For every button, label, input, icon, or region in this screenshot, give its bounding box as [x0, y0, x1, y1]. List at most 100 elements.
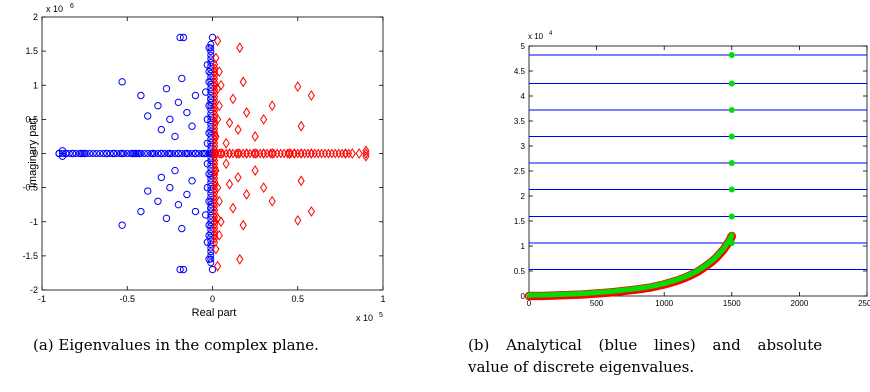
- chart-a-point-blue: [174, 149, 183, 158]
- chart-a-point-blue: [203, 183, 212, 192]
- chart-a-point-red: [307, 148, 315, 159]
- chart-a-point-blue: [188, 177, 196, 185]
- chart-a-point-red: [294, 214, 302, 226]
- chart-b-point-green: [728, 160, 735, 166]
- chart-a-point-blue: [166, 149, 174, 158]
- chart-a-point-blue: [205, 255, 213, 263]
- chart-a-point-red: [297, 175, 305, 187]
- chart-a-point-blue: [207, 251, 215, 259]
- chart-a-point-blue: [157, 149, 166, 158]
- chart-a-point-red: [268, 195, 276, 207]
- chart-b-y-tick-label: 4: [521, 92, 526, 101]
- chart-b-plot-frame: [528, 45, 868, 297]
- chart-a-point-blue: [203, 139, 212, 147]
- chart-a-point-blue: [205, 231, 213, 240]
- chart-a-point-red: [251, 148, 259, 159]
- chart-a-point-red: [225, 178, 234, 190]
- chart-a-point-red: [341, 148, 350, 159]
- chart-a-point-blue: [89, 150, 97, 157]
- chart-a-point-blue: [77, 149, 85, 158]
- chart-a-y-tick-label: 1.5: [25, 46, 38, 56]
- chart-a-point-red: [307, 90, 315, 101]
- chart-a-point-blue: [144, 150, 152, 157]
- chart-a-point-blue: [205, 197, 213, 205]
- chart-a-point-red: [239, 219, 247, 231]
- chart-a-point-blue: [183, 149, 191, 158]
- chart-a-x-tick-label: -1: [38, 294, 46, 304]
- chart-a-point-blue: [140, 150, 148, 157]
- chart-b-point-green: [728, 186, 735, 193]
- caption-b-line2: value of discrete eigenvalues.: [468, 358, 695, 376]
- chart-b-y-scale-exponent: 4: [549, 31, 553, 37]
- chart-a-point-blue: [191, 149, 200, 158]
- chart-a-point-blue: [154, 150, 162, 157]
- chart-a-point-red: [217, 79, 225, 91]
- chart-a-point-blue: [174, 98, 183, 107]
- chart-a-point-blue: [118, 149, 126, 158]
- chart-a-point-red: [294, 81, 302, 93]
- chart-b-x-tick-label: 0: [527, 299, 532, 308]
- chart-a-point-blue: [207, 48, 215, 56]
- chart-a-point-red: [297, 120, 305, 132]
- chart-a-point-red: [268, 100, 276, 112]
- chart-a-x-axis-label: Real part: [192, 307, 237, 319]
- chart-a-point-blue: [178, 74, 186, 83]
- chart-b-y-tick-label: 2: [521, 192, 526, 201]
- chart-a-x-tick-label: -0.5: [119, 294, 135, 304]
- chart-b-y-tick-label: 4.5: [514, 67, 526, 76]
- chart-a-y-tick-label: 2: [33, 12, 38, 22]
- chart-a-point-red: [225, 148, 234, 159]
- chart-a-point-blue: [118, 78, 126, 86]
- chart-a-point-red: [217, 148, 225, 159]
- chart-a-point-blue: [176, 33, 184, 42]
- chart-a-point-red: [222, 158, 230, 170]
- chart-b-y-tick-label: 0: [521, 292, 526, 301]
- chart-a-point-blue: [205, 78, 213, 86]
- chart-a-point-red: [260, 182, 268, 194]
- caption-b-line1: (b) Analytical (blue lines) and absolute: [468, 336, 823, 354]
- chart-a-point-blue: [205, 170, 213, 178]
- chart-a-point-red: [260, 113, 268, 125]
- chart-a-point-blue: [205, 44, 213, 52]
- chart-a-point-red: [212, 52, 220, 64]
- chart-a-point-red: [239, 76, 247, 88]
- chart-a-point-blue: [166, 115, 174, 124]
- chart-b-point-green: [728, 133, 735, 140]
- chart-a-point-red: [268, 148, 276, 159]
- chart-a-point-blue: [207, 204, 215, 212]
- chart-a-point-red: [215, 229, 223, 241]
- chart-a-point-blue: [176, 265, 184, 274]
- caption-b: (b) Analytical (blue lines) and absolute…: [468, 334, 870, 378]
- chart-a-point-blue: [179, 265, 188, 274]
- chart-a-point-red: [307, 206, 315, 217]
- chart-b-x-tick-label: 1500: [723, 299, 741, 308]
- chart-a-y-scale-label: x 10: [46, 4, 63, 14]
- chart-a-point-blue: [157, 125, 166, 134]
- chart-a-point-blue: [65, 150, 73, 157]
- chart-a-x-scale-exponent: 5: [379, 312, 383, 319]
- chart-a-y-tick-label: -2: [30, 285, 38, 295]
- chart-a-point-blue: [157, 173, 166, 182]
- chart-a-point-blue: [161, 150, 169, 157]
- chart-b-y-tick-label: 3.5: [514, 117, 526, 126]
- eigenvalue-complex-plane-chart: -1 -0.5 0 0.5 1 -2 -1.5 -1 -0.5 0 0.5 1 1.5 2 Real pa…: [22, 3, 385, 323]
- chart-a-point-blue: [113, 150, 121, 157]
- chart-a-x-tick-label: 0: [210, 294, 215, 304]
- chart-b-point-green: [728, 80, 735, 87]
- chart-b-x-tick-label: 500: [590, 299, 604, 308]
- chart-a-point-blue: [171, 132, 179, 141]
- chart-b-point-green: [728, 240, 735, 246]
- chart-a-point-blue: [205, 221, 213, 229]
- chart-a-point-blue: [201, 88, 210, 96]
- chart-a-point-blue: [207, 128, 215, 136]
- chart-b-point-green: [728, 107, 735, 113]
- chart-a-point-red: [222, 137, 230, 149]
- chart-a-point-blue: [58, 152, 67, 160]
- chart-a-y-tick-label: -0.5: [22, 183, 38, 193]
- chart-a-point-red: [251, 165, 259, 176]
- chart-a-point-blue: [132, 149, 140, 158]
- chart-a-y-axis-label: Imaginary part: [27, 118, 39, 188]
- chart-b-point-green: [728, 213, 735, 220]
- chart-a-point-red: [260, 148, 268, 159]
